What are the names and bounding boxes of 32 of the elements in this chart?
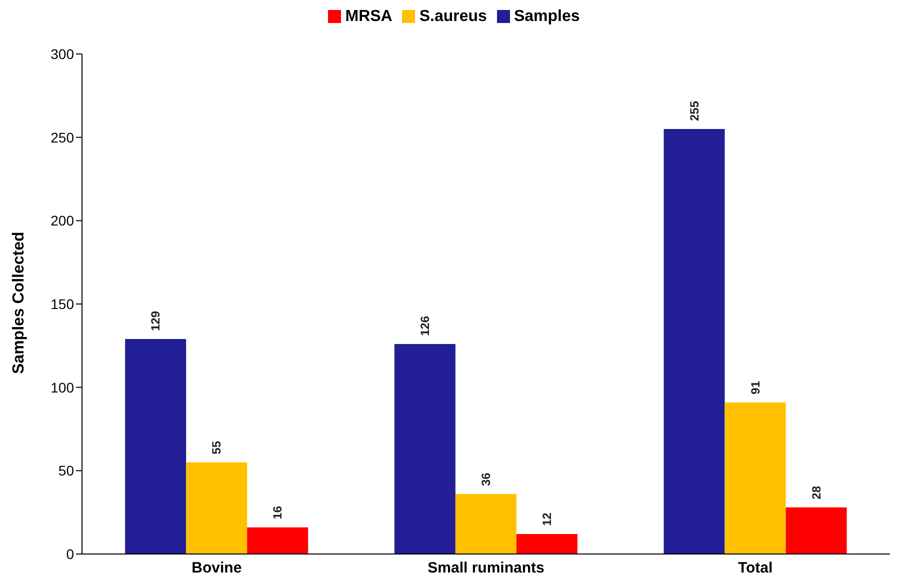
data-label: 12 (540, 512, 554, 526)
legend-label: Samples (514, 8, 580, 25)
y-tick-label: 100 (50, 379, 74, 396)
bar (724, 402, 786, 554)
x-tick-label: Total (738, 560, 773, 577)
data-label: 16 (270, 506, 285, 520)
data-label: 91 (748, 380, 762, 394)
y-tick-label: 50 (58, 462, 74, 479)
bar (186, 462, 248, 554)
data-label: 55 (210, 440, 224, 454)
bar (125, 339, 186, 554)
data-label: 129 (148, 310, 163, 331)
data-label: 36 (478, 472, 493, 486)
bar (786, 507, 847, 554)
x-tick-label: Small ruminants (428, 560, 544, 577)
data-label: 126 (418, 316, 432, 336)
bar (516, 534, 578, 554)
legend-label: S.aureus (419, 8, 487, 25)
y-axis-title: Samples Collected (10, 232, 28, 374)
y-tick-label: 0 (66, 546, 74, 562)
bar (247, 527, 308, 554)
x-tick-label: Bovine (192, 560, 242, 577)
bar (455, 494, 516, 554)
y-tick-label: 150 (50, 296, 74, 312)
bar (394, 344, 456, 554)
y-tick-label: 250 (50, 129, 74, 146)
legend-label: MRSA (345, 8, 392, 25)
y-tick-label: 300 (50, 46, 74, 62)
bar (664, 129, 725, 554)
y-tick-label: 200 (50, 212, 74, 229)
data-label: 255 (687, 100, 702, 121)
data-label: 28 (809, 486, 824, 500)
